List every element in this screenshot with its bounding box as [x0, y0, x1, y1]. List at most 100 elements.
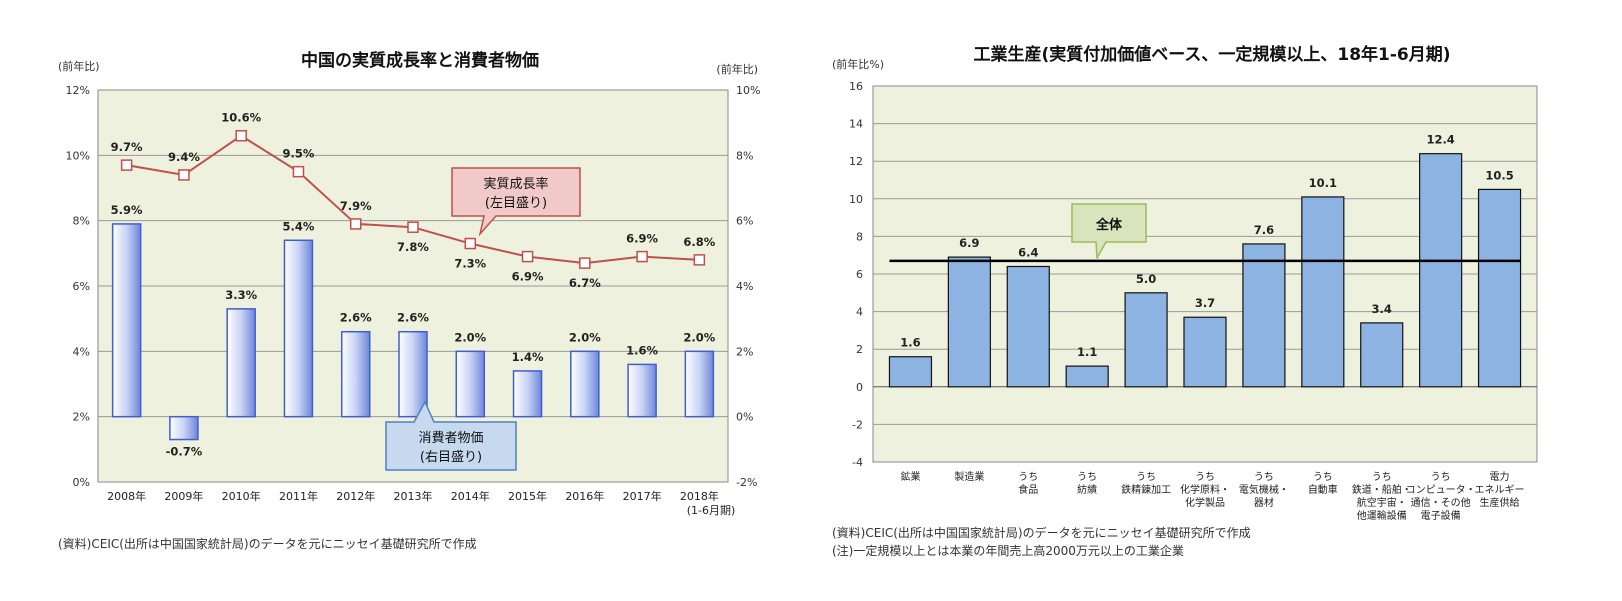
x-category-label: うち: [1254, 471, 1274, 483]
chart-1-right-axis: -2% 0% 2% 4% 6% 8% 10%: [736, 84, 760, 489]
right-tick-label: 2%: [736, 345, 753, 358]
industry-bar: [947, 256, 991, 388]
x-tick-label: 2010年: [222, 489, 261, 503]
cpi-data-label: 2.6%: [340, 311, 372, 325]
chart-2-x-axis: 鉱業 製造業 うち食品うち紡績うち鉄精錬加工うち化学原料・化学製品うち電気機械・器材…: [900, 470, 1524, 522]
cpi-bar: [398, 330, 428, 418]
growth-data-label: 7.8%: [397, 240, 429, 254]
cpi-bar: [627, 363, 657, 418]
x-tick-label: 2018年: [680, 489, 719, 503]
x-category-label: 鉱業: [900, 470, 920, 483]
x-category-label: 航空宇宙・: [1357, 496, 1407, 509]
growth-data-label: 9.4%: [168, 150, 200, 164]
growth-data-label: 9.7%: [111, 140, 143, 154]
x-tick-label: 2008年: [107, 489, 146, 503]
x-tick-label: 2016年: [565, 489, 604, 503]
chart-1-left-axis: 0% 2% 4% 6% 8% 10% 12%: [66, 84, 90, 489]
cpi-bar: [226, 308, 256, 418]
cpi-bar: [570, 350, 600, 418]
x-category-label: 他運輸設備: [1357, 509, 1407, 522]
chart-2-unit: (前年比%): [832, 57, 884, 71]
left-tick-label: 4%: [73, 345, 90, 358]
x-category-label: 自動車: [1308, 483, 1338, 496]
industry-data-label: 3.7: [1195, 296, 1215, 310]
growth-data-label: 10.6%: [221, 111, 261, 125]
x-category-label: 鉄精錬加工: [1121, 483, 1171, 496]
industry-data-label: 10.1: [1309, 176, 1337, 190]
callout-cpi: 消費者物価 (右目盛り): [385, 400, 517, 471]
y-tick-label: 4: [856, 306, 863, 319]
cpi-data-label: 5.4%: [283, 219, 315, 233]
industry-data-label: 1.1: [1077, 345, 1097, 359]
callout-cpi-name: 消費者物価: [418, 431, 483, 446]
growth-point: [235, 129, 247, 142]
cpi-data-label: 2.0%: [569, 330, 601, 344]
chart-2-bars: 1.6 6.9 6.4 1.1 5.0 3.7 7.6 10.1 3.4 12.4 10.5: [888, 133, 1522, 388]
x-tick-label: 2017年: [623, 489, 662, 503]
growth-data-label: 6.9%: [512, 270, 544, 284]
chart-2-source-note: (資料)CEIC(出所は中国国家統計局)のデータを元にニッセイ基礎研究所で作成: [832, 525, 1251, 540]
right-tick-label: 10%: [736, 84, 760, 97]
cpi-data-label: 5.9%: [111, 203, 143, 217]
left-tick-label: 0%: [73, 476, 90, 489]
x-category-label: うち: [1077, 471, 1097, 483]
callout-growth: 実質成長率 (左目盛り): [451, 167, 581, 237]
growth-data-label: 6.8%: [683, 235, 715, 249]
industry-bar: [888, 356, 933, 388]
x-tick-label: 2014年: [451, 489, 490, 503]
x-tick-label: 2011年: [279, 489, 318, 503]
cpi-data-label: 2.0%: [683, 330, 715, 344]
cpi-data-label: 1.6%: [626, 343, 658, 357]
cpi-bar: [283, 239, 314, 418]
x-category-label: うち: [1372, 471, 1392, 483]
y-tick-label: 8: [856, 230, 863, 243]
right-tick-label: 0%: [736, 411, 753, 424]
chart-1-right-unit: (前年比): [716, 62, 758, 76]
growth-point: [579, 257, 591, 269]
cpi-bar: [340, 330, 371, 418]
right-tick-label: 8%: [736, 149, 753, 162]
y-tick-label: 16: [849, 80, 863, 93]
x-category-label: うち: [1431, 471, 1451, 483]
x-category-label: 製造業: [954, 470, 984, 483]
x-category-label: 生産供給: [1480, 496, 1520, 509]
industry-bar: [1301, 196, 1345, 388]
chart-1-growth-line: 9.7% 9.4% 10.6% 9.5% 7.9% 7.8% 7.3% 6.9% 6.7% 6.9…: [111, 111, 716, 290]
cpi-bar: [111, 223, 142, 418]
x-category-label: うち: [1313, 471, 1333, 483]
cpi-data-label: 2.6%: [397, 311, 429, 325]
x-tick-label: 2013年: [394, 489, 433, 503]
growth-point: [464, 237, 477, 250]
growth-point: [120, 159, 133, 171]
industry-data-label: 6.4: [1018, 245, 1038, 259]
x-tick-label: 2009年: [164, 489, 203, 503]
industry-bar: [1183, 316, 1227, 388]
x-category-label: 化学製品: [1185, 496, 1225, 509]
x-category-label: 電力: [1490, 470, 1510, 483]
chart-2-title: 工業生産(実質付加価値ベース、一定規模以上、18年1-6月期): [973, 44, 1450, 65]
callout-overall-label: 全体: [1095, 217, 1123, 233]
x-category-label: 通信・その他: [1411, 496, 1471, 509]
x-category-label: 器材: [1254, 496, 1274, 509]
chart-2-y-axis: -4 -2 0 2 4 6 8 10 12 14 16: [849, 80, 863, 469]
growth-data-label: 7.9%: [340, 199, 372, 213]
cpi-bar: [169, 415, 199, 441]
y-tick-label: -4: [852, 456, 863, 469]
growth-point: [693, 254, 706, 266]
y-tick-label: 2: [856, 343, 863, 356]
chart-1-x-axis: 2008年 2009年 2010年 2011年 2012年 2013年 2014年 2015年…: [107, 489, 719, 503]
x-category-label: うち: [1136, 471, 1156, 483]
industry-data-label: 6.9: [959, 236, 979, 250]
callout-overall: 全体: [1071, 203, 1147, 261]
y-tick-label: 14: [849, 118, 863, 131]
industry-bar: [1124, 292, 1168, 388]
x-tick-label: 2015年: [508, 489, 547, 503]
growth-point: [636, 250, 648, 263]
x-tick-label: 2012年: [336, 489, 375, 503]
left-tick-label: 2%: [73, 411, 90, 424]
chart-1-left-unit: (前年比): [58, 59, 100, 73]
cpi-bar: [455, 350, 486, 418]
y-tick-label: 10: [849, 193, 863, 206]
x-category-label: 鉄道・船舶・: [1352, 483, 1412, 496]
right-tick-label: 6%: [736, 215, 753, 228]
